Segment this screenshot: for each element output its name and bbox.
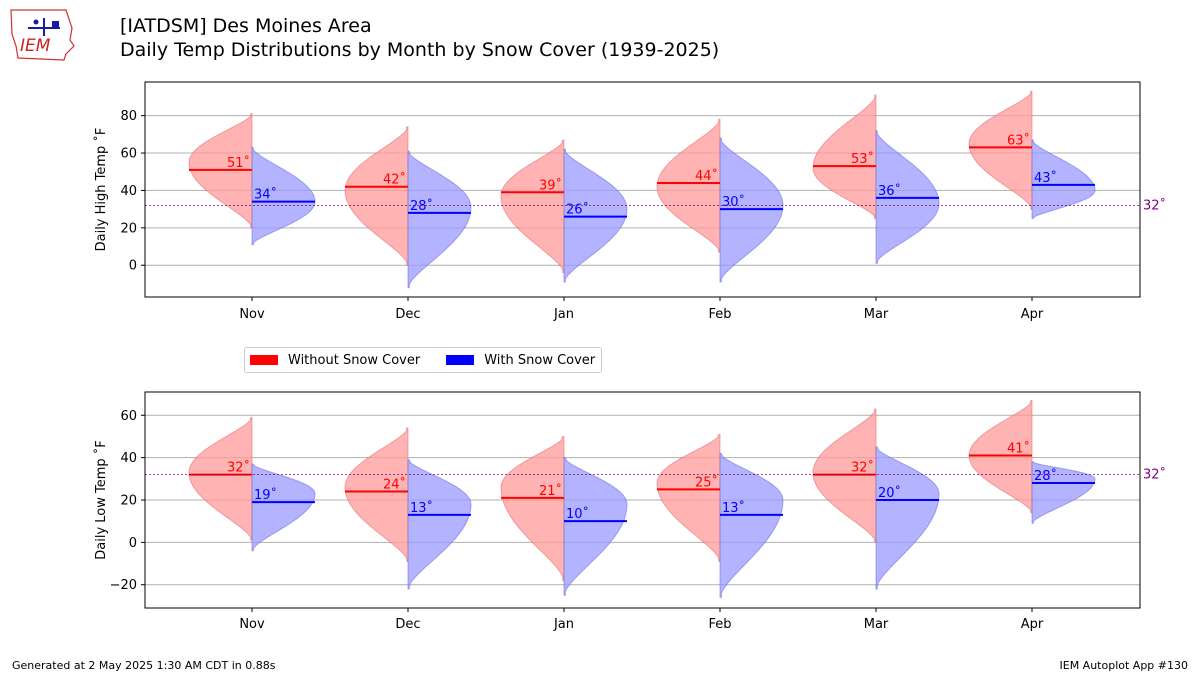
x-tick-label-dec: Dec xyxy=(395,617,420,632)
legend-label-without-snow: Without Snow Cover xyxy=(288,352,421,368)
x-tick-label-jan: Jan xyxy=(553,617,574,632)
plot-frame xyxy=(144,391,1141,609)
title-line-2: Daily Temp Distributions by Month by Sno… xyxy=(120,39,720,61)
legend-label-with-snow: With Snow Cover xyxy=(484,352,596,368)
panel-low-temp: −20 0 20 40 60 Daily Low Temp ˚F 32˚ 24˚ 21˚ 25˚ 3… xyxy=(93,391,1166,632)
y-tick-label: 40 xyxy=(120,184,137,199)
violin-without-snow-feb xyxy=(656,118,721,253)
x-tick-label-dec: Dec xyxy=(395,307,420,322)
legend-item-without-snow: Without Snow Cover xyxy=(250,353,420,368)
panel-high-temp: 0 20 40 60 80 Daily High Temp ˚F 51˚ 42˚ 39˚ 44˚ 5… xyxy=(93,81,1166,322)
violin-with-snow-nov xyxy=(251,146,316,246)
avg-label-with-snow-feb: 13˚ xyxy=(722,500,745,516)
y-tick-label: 0 xyxy=(129,536,137,551)
x-tick-label-mar: Mar xyxy=(864,307,889,322)
avg-label-without-snow-jan: 21˚ xyxy=(539,483,562,499)
x-tick-label-jan: Jan xyxy=(553,307,574,322)
x-tick-label-feb: Feb xyxy=(708,617,731,632)
avg-label-with-snow-dec: 28˚ xyxy=(410,198,433,214)
y-tick-label: 80 xyxy=(120,109,137,124)
violin-without-snow-dec xyxy=(344,126,409,266)
violin-with-snow-dec xyxy=(407,459,472,590)
avg-label-with-snow-mar: 36˚ xyxy=(878,183,901,199)
x-tick-label-feb: Feb xyxy=(708,307,731,322)
logo-text: IEM xyxy=(20,36,51,56)
violin-with-snow-mar xyxy=(875,446,940,590)
x-tick-label-nov: Nov xyxy=(239,307,265,322)
y-axis-label: Daily High Temp ˚F xyxy=(93,128,109,252)
violin-with-snow-dec xyxy=(407,150,472,289)
iem-logo: IEM xyxy=(8,6,76,66)
avg-label-without-snow-feb: 44˚ xyxy=(695,168,718,184)
avg-label-with-snow-nov: 34˚ xyxy=(254,187,277,203)
title-line-1: [IATDSM] Des Moines Area xyxy=(120,15,372,37)
violin-with-snow-apr xyxy=(1031,139,1096,220)
avg-label-with-snow-jan: 26˚ xyxy=(566,202,589,218)
legend-item-with-snow: With Snow Cover xyxy=(446,353,595,368)
plot-frame xyxy=(144,81,1141,298)
violin-without-snow-mar xyxy=(812,94,877,220)
legend: Without Snow Cover With Snow Cover xyxy=(244,347,603,373)
legend-swatch-without-snow xyxy=(250,355,278,365)
avg-label-without-snow-dec: 42˚ xyxy=(383,172,406,188)
avg-label-with-snow-feb: 30˚ xyxy=(722,194,745,210)
violin-with-snow-apr xyxy=(1031,461,1096,524)
y-tick-label: −20 xyxy=(110,578,137,593)
violin-with-snow-jan xyxy=(563,457,628,596)
freezing-line-label: 32˚ xyxy=(1143,467,1166,483)
y-tick-label: 60 xyxy=(120,147,137,162)
avg-label-with-snow-dec: 13˚ xyxy=(410,500,433,516)
y-tick-label: 40 xyxy=(120,451,137,466)
y-axis-label: Daily Low Temp ˚F xyxy=(93,440,109,560)
freezing-line-label: 32˚ xyxy=(1143,197,1166,213)
avg-label-without-snow-jan: 39˚ xyxy=(539,177,562,193)
avg-label-with-snow-nov: 19˚ xyxy=(254,487,277,503)
avg-label-without-snow-mar: 53˚ xyxy=(851,151,874,167)
avg-label-without-snow-apr: 41˚ xyxy=(1007,441,1030,457)
violin-with-snow-nov xyxy=(251,463,316,552)
avg-label-with-snow-jan: 10˚ xyxy=(566,506,589,522)
violin-with-snow-feb xyxy=(719,452,784,598)
violin-without-snow-dec xyxy=(344,427,409,562)
avg-label-with-snow-apr: 43˚ xyxy=(1034,170,1057,186)
avg-label-without-snow-apr: 63˚ xyxy=(1007,132,1030,148)
footer-generated-text: Generated at 2 May 2025 1:30 AM CDT in 0… xyxy=(12,659,276,672)
x-tick-label-nov: Nov xyxy=(239,617,265,632)
violin-without-snow-apr xyxy=(968,90,1033,210)
footer-app-text: IEM Autoplot App #130 xyxy=(1059,659,1189,672)
chart-title: [IATDSM] Des Moines Area Daily Temp Dist… xyxy=(120,14,719,62)
x-tick-label-mar: Mar xyxy=(864,617,889,632)
avg-label-without-snow-nov: 32˚ xyxy=(227,460,250,476)
y-tick-label: 60 xyxy=(120,409,137,424)
y-tick-label: 0 xyxy=(129,259,137,274)
y-tick-label: 20 xyxy=(120,494,137,509)
avg-label-without-snow-nov: 51˚ xyxy=(227,155,250,171)
violin-without-snow-jan xyxy=(500,139,565,274)
avg-label-without-snow-dec: 24˚ xyxy=(383,477,406,493)
y-tick-label: 20 xyxy=(120,221,137,236)
legend-swatch-with-snow xyxy=(446,355,475,365)
violin-without-snow-apr xyxy=(968,399,1033,514)
avg-label-with-snow-mar: 20˚ xyxy=(878,485,901,501)
avg-label-without-snow-feb: 25˚ xyxy=(695,474,718,490)
violin-without-snow-feb xyxy=(656,433,721,562)
avg-label-without-snow-mar: 32˚ xyxy=(851,460,874,476)
violin-without-snow-nov xyxy=(188,416,253,541)
x-tick-label-apr: Apr xyxy=(1021,307,1044,322)
avg-label-with-snow-apr: 28˚ xyxy=(1034,468,1057,484)
violin-without-snow-jan xyxy=(500,435,565,582)
x-tick-label-apr: Apr xyxy=(1021,617,1044,632)
violin-without-snow-mar xyxy=(812,408,877,543)
